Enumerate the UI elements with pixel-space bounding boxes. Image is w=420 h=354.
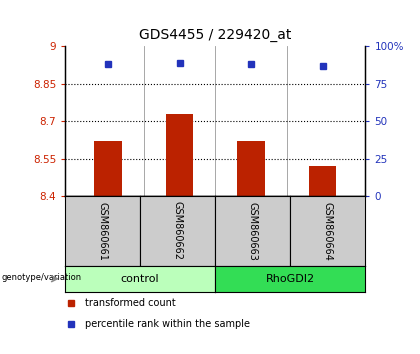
Bar [166,114,193,196]
Text: GSM860663: GSM860663 [248,201,258,261]
Text: genotype/variation: genotype/variation [1,273,81,282]
Text: GSM860661: GSM860661 [97,201,108,261]
Text: control: control [121,274,160,284]
Text: GSM860664: GSM860664 [323,201,333,261]
Bar [94,141,121,196]
Text: percentile rank within the sample: percentile rank within the sample [84,319,249,329]
Bar [309,166,336,196]
Bar [237,141,265,196]
Title: GDS4455 / 229420_at: GDS4455 / 229420_at [139,28,291,42]
Text: RhoGDI2: RhoGDI2 [266,274,315,284]
Text: transformed count: transformed count [84,298,176,308]
Text: GSM860662: GSM860662 [173,201,183,261]
